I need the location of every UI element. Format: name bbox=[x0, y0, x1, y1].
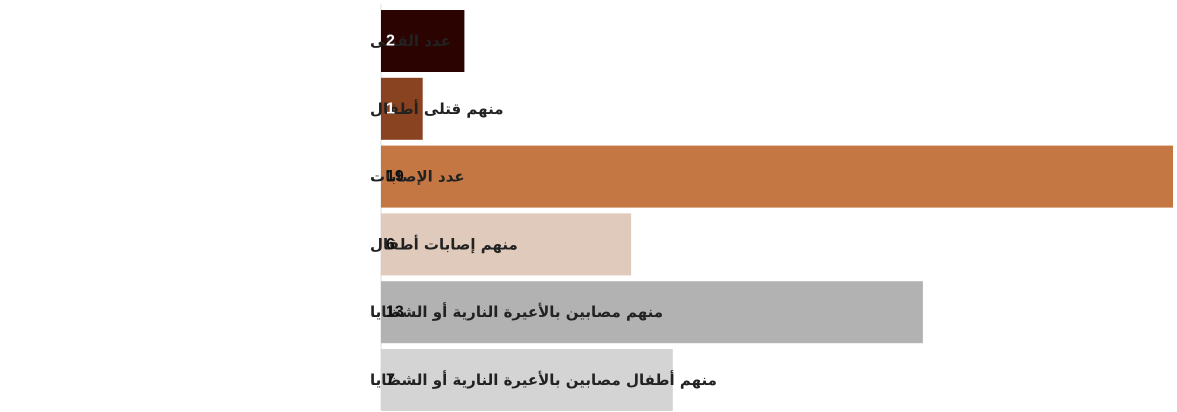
value-labels-group: 2 1 19 6 13 7 bbox=[386, 33, 404, 389]
value-label-6: 7 bbox=[386, 372, 395, 389]
bar-4 bbox=[381, 213, 632, 276]
value-label-3: 19 bbox=[386, 168, 404, 185]
bar-5 bbox=[381, 281, 923, 344]
value-label-5: 13 bbox=[386, 304, 404, 321]
value-label-1: 2 bbox=[386, 33, 395, 50]
category-label-4: منهم إصابات أطفال bbox=[370, 234, 518, 253]
category-label-5: منهم مصابين بالأعيرة النارية أو الشظايا bbox=[370, 302, 663, 321]
category-label-3: عدد الإصابات bbox=[370, 168, 465, 186]
value-label-2: 1 bbox=[386, 100, 395, 117]
bar-2 bbox=[381, 77, 423, 140]
category-label-2: منهم قتلى أطفال bbox=[370, 99, 503, 118]
bars-group bbox=[381, 10, 1173, 411]
bar-6 bbox=[381, 349, 673, 411]
category-label-6: منهم أطفال مصابين بالأعيرة النارية أو ال… bbox=[370, 370, 717, 389]
category-labels-group: عدد القتلى منهم قتلى أطفال عدد الإصابات منه… bbox=[370, 32, 717, 389]
bar-1 bbox=[381, 10, 465, 72]
category-label-1: عدد القتلى bbox=[370, 32, 451, 50]
value-label-4: 6 bbox=[386, 236, 395, 253]
bar-3 bbox=[381, 145, 1173, 208]
